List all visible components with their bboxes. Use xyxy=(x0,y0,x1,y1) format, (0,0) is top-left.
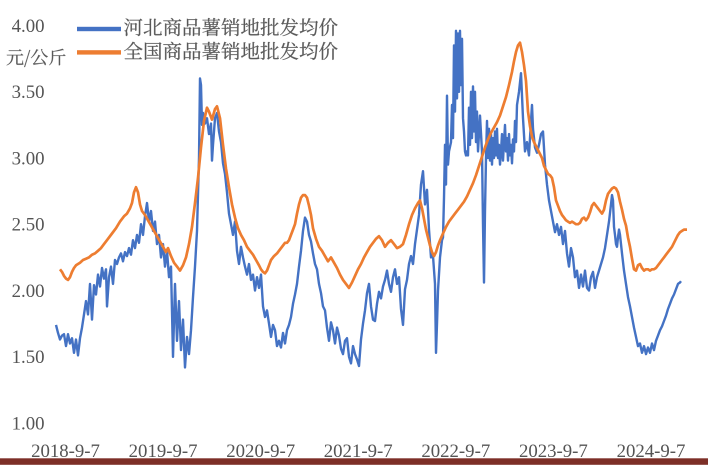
svg-text:2018-9-7: 2018-9-7 xyxy=(31,441,100,462)
svg-text:3.50: 3.50 xyxy=(12,82,45,103)
svg-text:2019-9-7: 2019-9-7 xyxy=(129,441,198,462)
svg-text:1.50: 1.50 xyxy=(12,347,45,368)
svg-text:2020-9-7: 2020-9-7 xyxy=(226,441,295,462)
svg-text:2.00: 2.00 xyxy=(12,281,45,302)
svg-text:2021-9-7: 2021-9-7 xyxy=(324,441,393,462)
svg-text:2023-9-7: 2023-9-7 xyxy=(519,441,588,462)
svg-text:4.00: 4.00 xyxy=(12,16,45,37)
svg-text:1.00: 1.00 xyxy=(12,413,45,434)
svg-text:2022-9-7: 2022-9-7 xyxy=(421,441,490,462)
svg-text:2024-9-7: 2024-9-7 xyxy=(617,441,686,462)
svg-text:3.00: 3.00 xyxy=(12,148,45,169)
svg-text:2.50: 2.50 xyxy=(12,215,45,236)
